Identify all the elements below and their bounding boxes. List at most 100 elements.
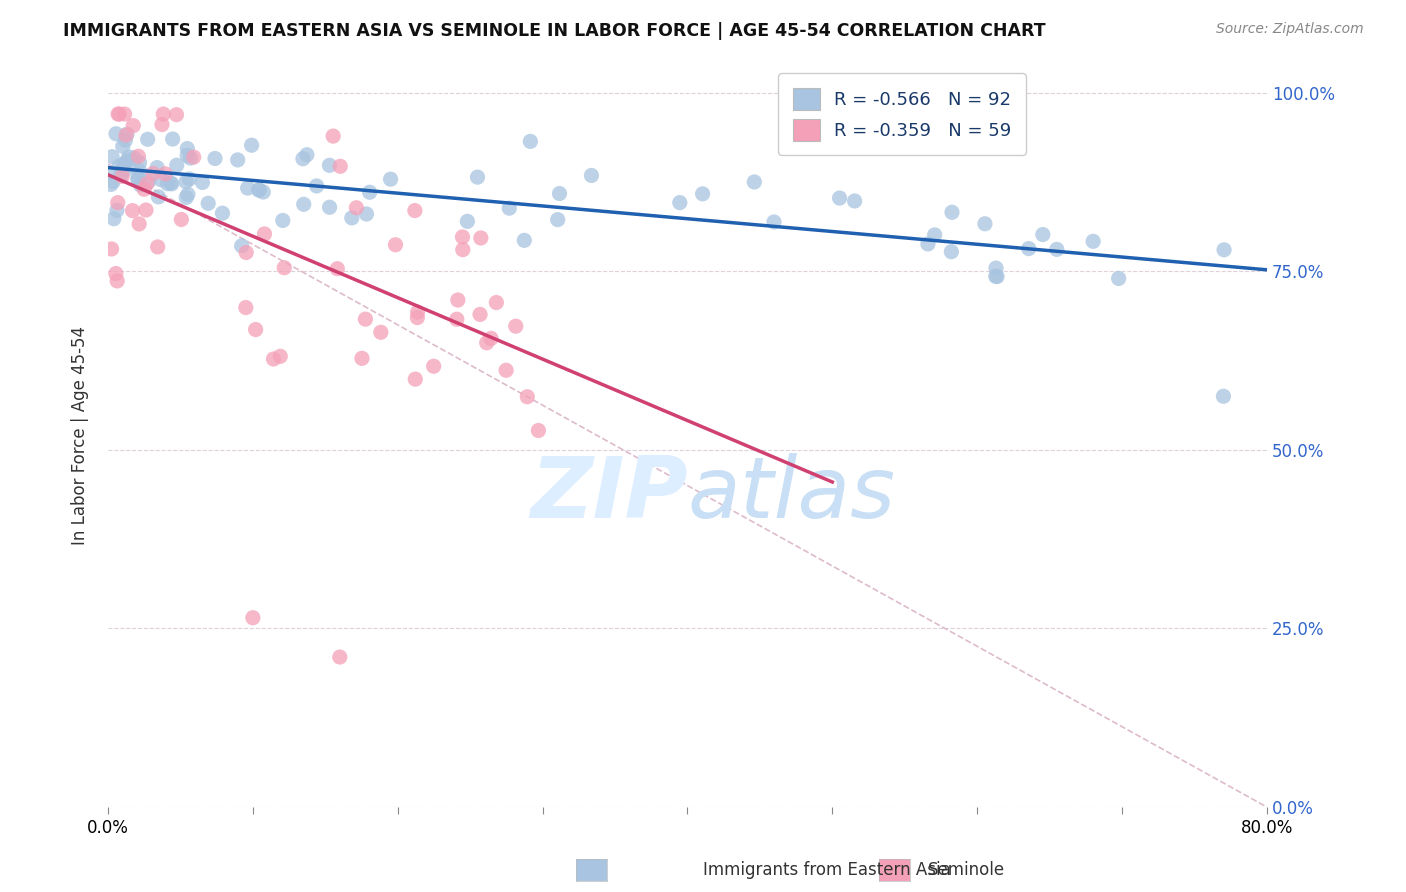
Point	[176, 142, 198, 156]
Point	[326, 261, 349, 276]
Point	[263, 351, 285, 366]
Point	[356, 207, 378, 221]
Point	[135, 202, 157, 217]
Point	[105, 127, 128, 141]
Point	[183, 150, 205, 164]
Point	[581, 169, 603, 183]
Point	[115, 127, 138, 141]
Point	[150, 118, 173, 132]
Point	[451, 243, 474, 257]
Point	[359, 186, 381, 200]
Point	[127, 172, 149, 186]
Point	[305, 178, 328, 193]
Point	[498, 201, 520, 215]
Point	[136, 132, 159, 146]
Point	[98, 166, 121, 180]
Text: ZIP: ZIP	[530, 453, 688, 536]
Point	[148, 190, 170, 204]
Point	[475, 335, 498, 350]
Point	[146, 161, 169, 175]
Point	[103, 211, 125, 226]
Point	[406, 310, 429, 325]
Point	[162, 132, 184, 146]
Text: atlas: atlas	[688, 453, 896, 536]
Point	[329, 159, 352, 173]
Point	[179, 172, 201, 186]
Y-axis label: In Labor Force | Age 45-54: In Labor Force | Age 45-54	[72, 326, 89, 545]
Point	[384, 237, 406, 252]
Text: Seminole: Seminole	[928, 861, 1005, 879]
Point	[111, 139, 134, 153]
Point	[844, 194, 866, 208]
Point	[149, 172, 172, 186]
Point	[291, 152, 314, 166]
Point	[252, 185, 274, 199]
Point	[128, 155, 150, 169]
Point	[112, 157, 135, 171]
Point	[104, 267, 127, 281]
Point	[547, 212, 569, 227]
Point	[211, 206, 233, 220]
Point	[226, 153, 249, 167]
Point	[160, 177, 183, 191]
Point	[527, 424, 550, 438]
Point	[519, 135, 541, 149]
Point	[114, 133, 136, 147]
Point	[485, 295, 508, 310]
Point	[451, 230, 474, 244]
Point	[380, 172, 402, 186]
Point	[271, 213, 294, 227]
Point	[107, 195, 129, 210]
Point	[117, 153, 139, 168]
Point	[692, 186, 714, 201]
Point	[1046, 243, 1069, 257]
Point	[1032, 227, 1054, 242]
Point	[269, 349, 291, 363]
Point	[1212, 389, 1234, 403]
Point	[100, 178, 122, 192]
Point	[105, 203, 128, 218]
Point	[292, 197, 315, 211]
Point	[159, 176, 181, 190]
Point	[329, 650, 352, 665]
Point	[166, 108, 188, 122]
Point	[142, 167, 165, 181]
Point	[115, 128, 138, 142]
Point	[247, 183, 270, 197]
Point	[762, 215, 785, 229]
Point	[1018, 242, 1040, 256]
Point	[505, 319, 527, 334]
Point	[129, 178, 152, 192]
Point	[138, 174, 160, 188]
Point	[447, 293, 470, 307]
Point	[247, 183, 270, 197]
Point	[1108, 271, 1130, 285]
Point	[197, 196, 219, 211]
Point	[127, 149, 149, 163]
Point	[354, 312, 377, 326]
Point	[941, 244, 963, 259]
Point	[128, 164, 150, 178]
Point	[253, 227, 276, 241]
Point	[235, 301, 257, 315]
Point	[322, 129, 344, 144]
Point	[155, 167, 177, 181]
Text: Source: ZipAtlas.com: Source: ZipAtlas.com	[1216, 22, 1364, 37]
Point	[176, 148, 198, 162]
Point	[467, 170, 489, 185]
Text: IMMIGRANTS FROM EASTERN ASIA VS SEMINOLE IN LABOR FORCE | AGE 45-54 CORRELATION : IMMIGRANTS FROM EASTERN ASIA VS SEMINOLE…	[63, 22, 1046, 40]
Point	[105, 274, 128, 288]
Point	[174, 175, 197, 189]
Point	[828, 191, 851, 205]
Point	[108, 159, 131, 173]
Point	[103, 174, 125, 188]
Point	[114, 162, 136, 177]
Point	[1213, 243, 1236, 257]
Point	[984, 269, 1007, 284]
Point	[107, 107, 129, 121]
Point	[516, 390, 538, 404]
Point	[235, 245, 257, 260]
Legend: R = -0.566   N = 92, R = -0.359   N = 59: R = -0.566 N = 92, R = -0.359 N = 59	[779, 73, 1026, 155]
Point	[152, 107, 174, 121]
Point	[245, 322, 267, 336]
